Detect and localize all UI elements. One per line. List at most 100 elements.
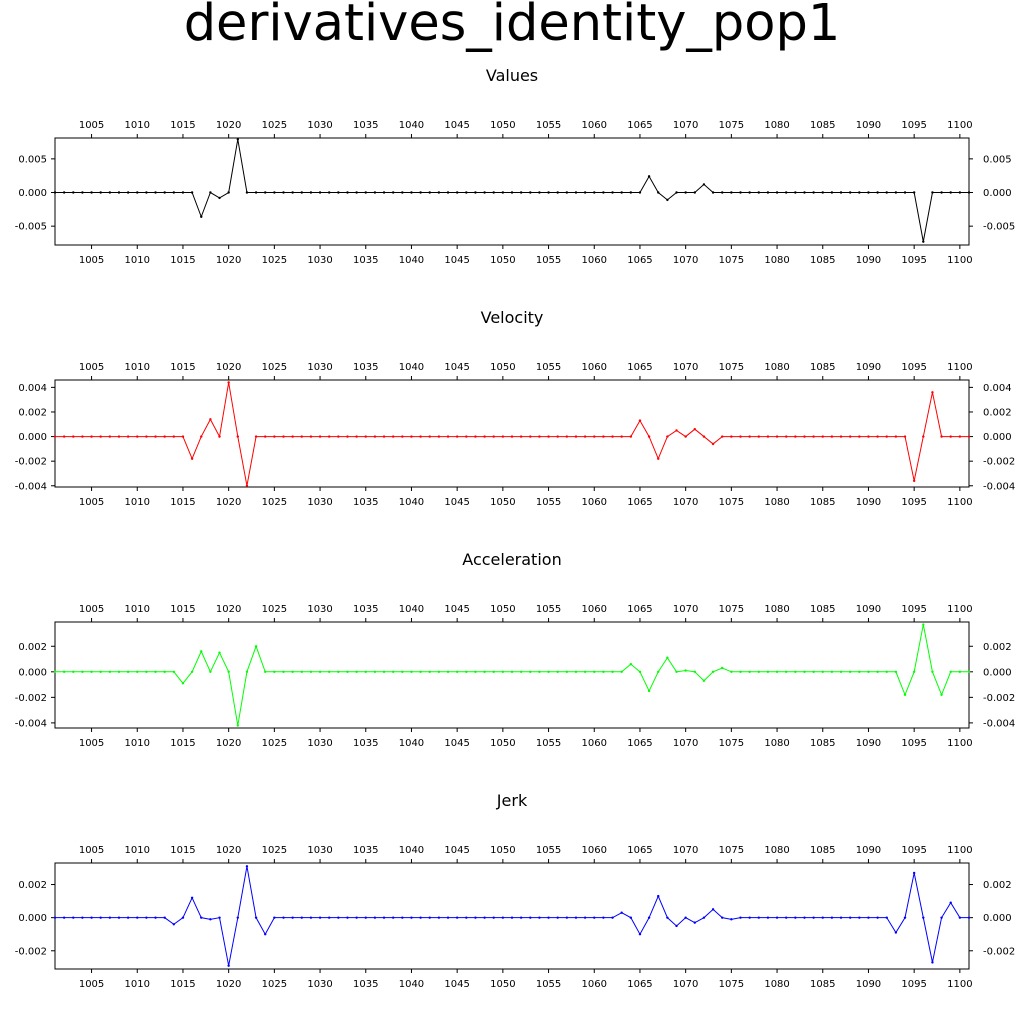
data-point-acceleration	[181, 682, 185, 685]
y-tick-label-left-values: 0.000	[18, 188, 47, 199]
data-point-velocity	[721, 435, 724, 438]
data-point-jerk	[666, 916, 669, 919]
data-point-velocity	[739, 435, 742, 438]
panel-title-velocity: Velocity	[480, 308, 544, 327]
data-point-acceleration	[145, 670, 148, 674]
data-point-acceleration	[620, 670, 623, 674]
data-point-jerk	[355, 916, 358, 919]
x-tick-label-bottom-acceleration: 1055	[536, 738, 561, 749]
data-point-velocity	[583, 435, 587, 438]
data-point-jerk	[593, 916, 596, 919]
data-point-velocity	[922, 435, 925, 438]
x-tick-label-bottom-values: 1090	[856, 255, 881, 266]
data-point-velocity	[711, 442, 715, 446]
data-point-acceleration	[593, 670, 596, 674]
data-point-values	[382, 191, 386, 194]
data-point-acceleration	[355, 670, 358, 674]
data-point-velocity	[693, 428, 696, 431]
data-point-velocity	[437, 435, 441, 438]
plot-frame-jerk	[54, 862, 970, 970]
data-point-velocity	[730, 435, 733, 438]
x-tick-label-bottom-velocity: 1030	[307, 497, 332, 508]
x-tick-label-bottom-jerk: 1060	[582, 979, 607, 990]
data-point-values	[839, 191, 843, 194]
data-point-acceleration	[529, 670, 532, 674]
x-tick-label-top-velocity: 1015	[170, 362, 195, 373]
data-point-velocity	[382, 435, 386, 438]
data-point-velocity	[602, 435, 605, 438]
data-point-jerk	[391, 916, 395, 919]
data-point-values	[510, 191, 514, 194]
data-point-velocity	[410, 435, 413, 438]
data-point-acceleration	[949, 670, 952, 674]
x-tick-label-top-acceleration: 1070	[673, 604, 698, 615]
x-tick-label-top-jerk: 1070	[673, 845, 698, 856]
data-point-values	[620, 191, 623, 194]
data-point-values	[236, 138, 239, 141]
x-tick-label-bottom-velocity: 1035	[353, 497, 378, 508]
data-point-acceleration	[474, 670, 477, 674]
data-point-acceleration	[830, 670, 834, 674]
data-point-velocity	[282, 435, 285, 438]
data-point-acceleration	[227, 670, 230, 674]
data-point-velocity	[501, 435, 505, 438]
data-point-values	[629, 191, 633, 194]
data-point-values	[181, 191, 185, 194]
data-point-values	[876, 191, 879, 194]
x-tick-label-top-values: 1090	[856, 120, 881, 131]
data-point-jerk	[657, 894, 660, 898]
x-tick-label-top-acceleration: 1020	[216, 604, 241, 615]
y-tick-label-left-acceleration: 0.002	[18, 642, 47, 653]
data-point-values	[410, 191, 413, 194]
data-point-values	[721, 191, 724, 194]
data-point-acceleration	[172, 670, 176, 674]
data-point-velocity	[867, 435, 870, 438]
data-point-values	[364, 191, 367, 194]
data-point-velocity	[163, 435, 166, 438]
x-tick-label-top-acceleration: 1065	[627, 604, 652, 615]
data-point-values	[958, 191, 962, 194]
x-tick-label-top-velocity: 1035	[353, 362, 378, 373]
y-tick-label-right-acceleration: 0.002	[983, 642, 1012, 653]
data-point-values	[62, 191, 66, 194]
data-point-values	[556, 191, 559, 194]
data-point-jerk	[373, 916, 377, 919]
data-point-acceleration	[309, 670, 313, 674]
data-point-jerk	[218, 916, 221, 919]
data-point-velocity	[245, 484, 249, 487]
x-tick-label-bottom-jerk: 1025	[262, 979, 287, 990]
data-point-values	[401, 191, 404, 194]
data-point-jerk	[282, 916, 285, 919]
data-point-jerk	[912, 871, 916, 875]
data-point-velocity	[903, 435, 907, 438]
data-point-jerk	[483, 916, 486, 919]
data-point-acceleration	[739, 670, 742, 674]
y-tick-label-left-velocity: 0.000	[18, 432, 47, 443]
data-point-values	[355, 191, 358, 194]
data-point-acceleration	[675, 670, 678, 674]
data-point-velocity	[785, 435, 788, 438]
data-point-velocity	[794, 435, 797, 438]
data-point-values	[574, 191, 578, 194]
x-tick-label-top-values: 1060	[582, 120, 607, 131]
data-point-velocity	[848, 435, 852, 438]
x-tick-label-top-acceleration: 1055	[536, 604, 561, 615]
x-tick-label-top-velocity: 1065	[627, 362, 652, 373]
x-tick-label-bottom-values: 1025	[262, 255, 287, 266]
x-tick-label-top-jerk: 1035	[353, 845, 378, 856]
data-point-acceleration	[446, 670, 450, 674]
data-point-values	[492, 191, 495, 194]
data-point-values	[949, 191, 952, 194]
x-tick-label-top-velocity: 1040	[399, 362, 424, 373]
data-point-jerk	[794, 916, 797, 919]
x-tick-label-top-acceleration: 1035	[353, 604, 378, 615]
data-point-jerk	[730, 918, 733, 921]
x-tick-label-top-velocity: 1070	[673, 362, 698, 373]
data-point-values	[748, 191, 751, 194]
data-point-jerk	[583, 916, 587, 919]
data-point-jerk	[209, 918, 212, 921]
x-tick-label-bottom-values: 1015	[170, 255, 195, 266]
data-point-jerk	[547, 916, 550, 919]
data-point-values	[474, 191, 477, 194]
